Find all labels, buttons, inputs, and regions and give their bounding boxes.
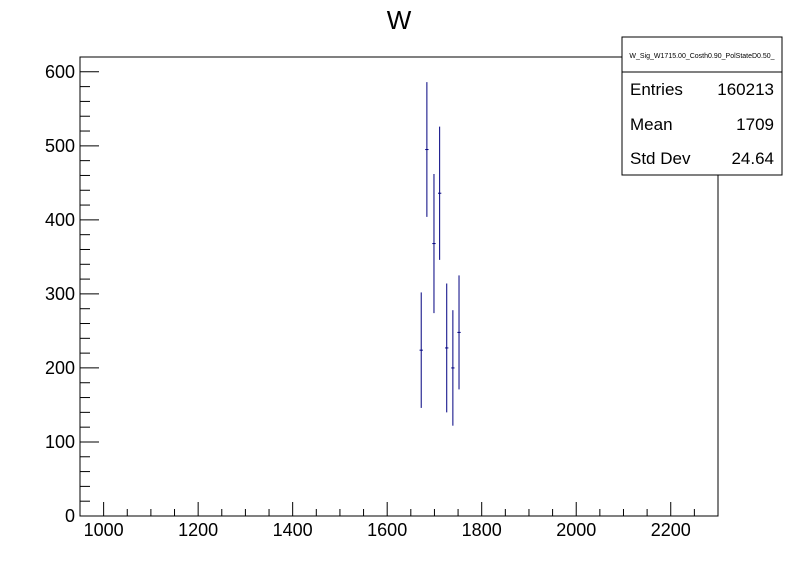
data-points — [419, 82, 461, 426]
y-tick-label: 400 — [45, 210, 75, 230]
x-tick-label: 1800 — [462, 520, 502, 540]
x-tick-label: 1600 — [367, 520, 407, 540]
stats-mean-label: Mean — [630, 115, 673, 134]
stats-box-frame — [621, 36, 783, 176]
x-tick-label: 1400 — [273, 520, 313, 540]
stats-box: W_Sig_W1715.00_Costh0.90_PolStateD0.50_ … — [621, 36, 783, 176]
y-tick-label: 200 — [45, 358, 75, 378]
x-axis: 1000 1200 1400 1600 1800 2000 2200 — [79, 502, 719, 540]
x-tick-label: 1200 — [178, 520, 218, 540]
stats-entries-value: 160213 — [717, 80, 774, 99]
y-tick-label: 0 — [65, 506, 75, 526]
x-tick-label: 1000 — [84, 520, 124, 540]
x-tick-label: 2200 — [651, 520, 691, 540]
y-tick-label: 500 — [45, 136, 75, 156]
y-axis: 0 100 200 300 400 500 600 — [45, 56, 99, 526]
stats-stddev-label: Std Dev — [630, 149, 691, 168]
plot-frame — [79, 56, 719, 517]
data-point — [437, 126, 442, 260]
x-tick-label: 2000 — [556, 520, 596, 540]
y-tick-label: 300 — [45, 284, 75, 304]
stats-mean-value: 1709 — [736, 115, 774, 134]
data-point — [445, 283, 449, 413]
data-point — [432, 173, 436, 314]
chart-title: W — [387, 5, 412, 35]
y-tick-label: 600 — [45, 62, 75, 82]
stats-box-name: W_Sig_W1715.00_Costh0.90_PolStateD0.50_ — [629, 53, 774, 60]
y-tick-label: 100 — [45, 432, 75, 452]
data-point — [425, 82, 429, 217]
stats-entries-label: Entries — [630, 80, 683, 99]
stats-stddev-value: 24.64 — [731, 149, 774, 168]
data-point — [451, 310, 455, 426]
data-point — [457, 275, 461, 390]
data-point — [419, 292, 423, 408]
